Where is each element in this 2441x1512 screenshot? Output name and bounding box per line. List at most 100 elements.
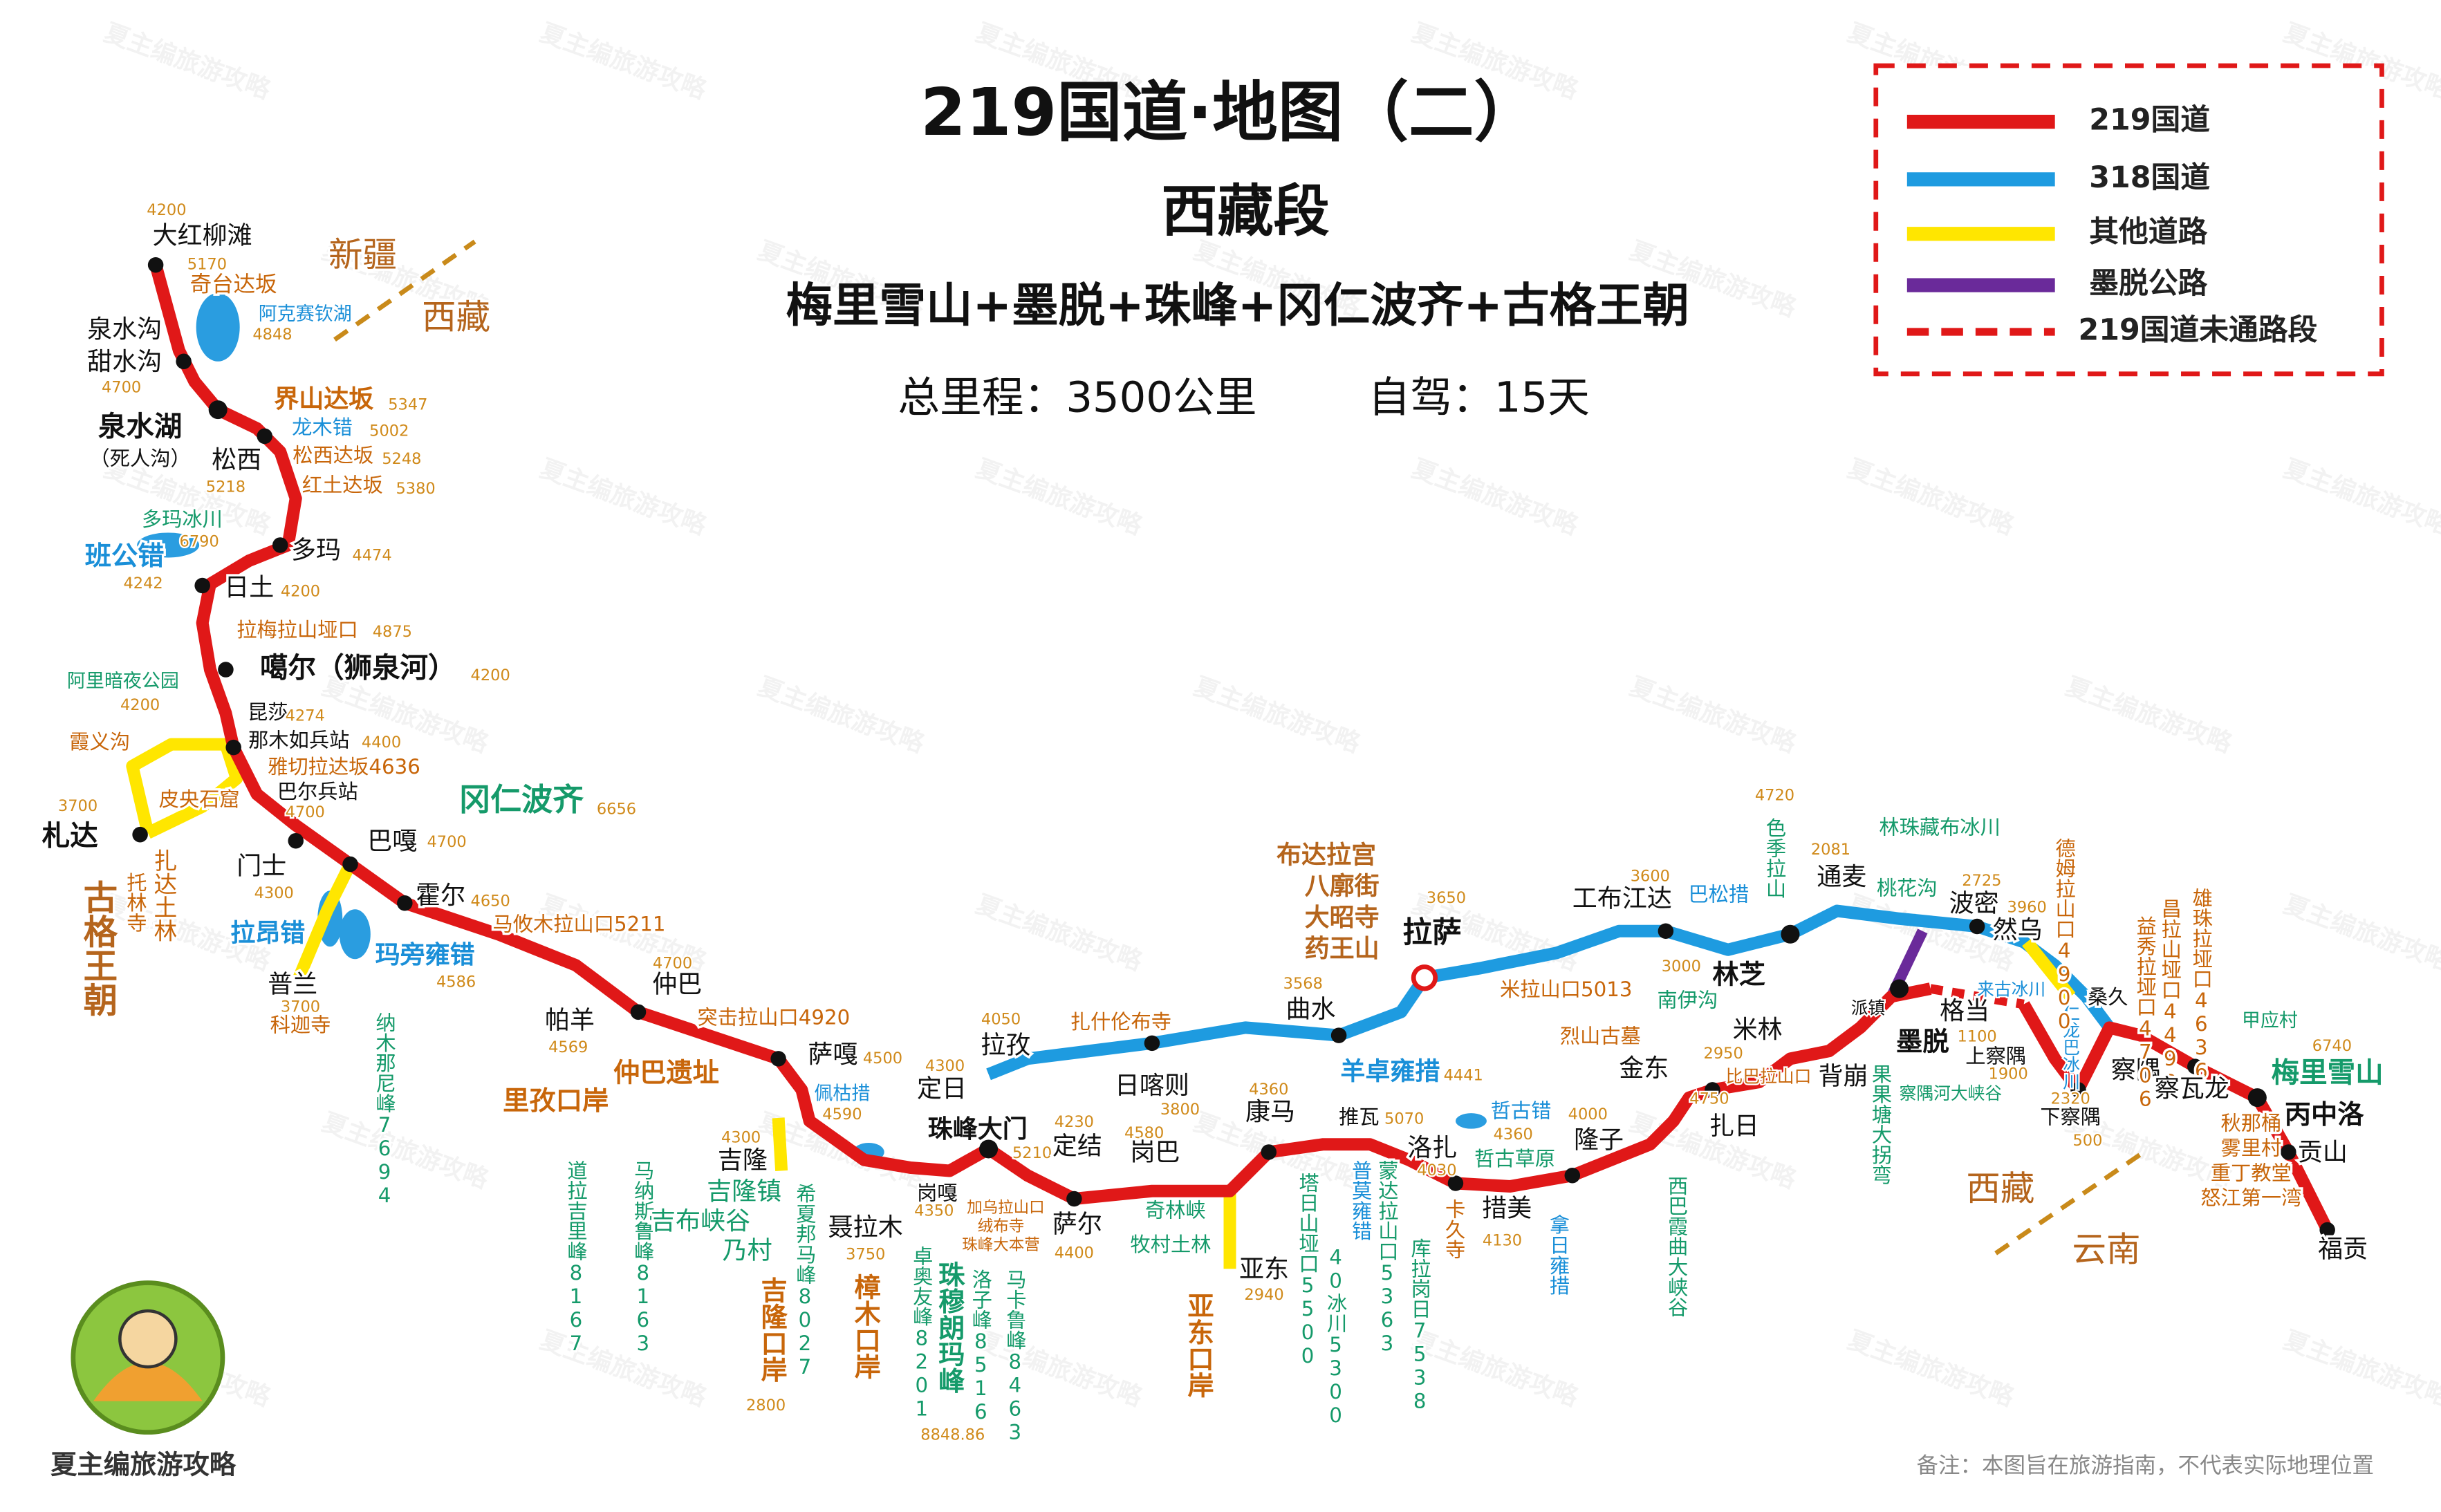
place-label: 4300 xyxy=(721,1129,761,1147)
route-219 xyxy=(149,263,1932,1205)
place-label: 珠穆朗玛峰 xyxy=(934,1261,965,1394)
place-label: 佩枯措 xyxy=(814,1083,870,1105)
place-label: 奇林峡 xyxy=(1145,1198,1206,1222)
dot xyxy=(2281,1144,2296,1160)
place-label: 3000 xyxy=(1662,958,1701,976)
place-label: 4360 xyxy=(1249,1081,1288,1099)
place-label: 道拉吉里峰8167 xyxy=(564,1159,588,1355)
watermark: 夏主编旅游攻略 xyxy=(2280,1326,2441,1412)
place-label: 益秀拉垭口4706 xyxy=(2133,915,2157,1111)
place-label: 西藏 xyxy=(1966,1168,2034,1208)
border xyxy=(1994,1147,2150,1256)
place-label: 比巴拉山口 xyxy=(1726,1066,1812,1086)
place-label: 加乌拉山口 xyxy=(967,1199,1045,1217)
place-label: 昌拉山垭口4498 xyxy=(2158,898,2182,1093)
watermark: 夏主编旅游攻略 xyxy=(2280,890,2441,976)
dot xyxy=(1261,1144,1277,1160)
place-label: 雄珠拉垭口4636 xyxy=(2189,887,2213,1083)
road xyxy=(772,1117,788,1171)
place-label: 红土达坂 xyxy=(302,473,383,496)
legend: 219国道 318国道 其他道路 墨脱公路 219国道未通路段 xyxy=(1873,63,2384,377)
place-label: 4586 xyxy=(436,973,476,991)
place-label: 曲水 xyxy=(1286,996,1336,1024)
place-label: 烈山古墓 xyxy=(1560,1024,1641,1047)
place-label: 格当 xyxy=(1940,997,1989,1025)
place-label: 3800 xyxy=(1160,1101,1200,1119)
place-label: 古格王朝 xyxy=(78,879,118,1017)
watermark: 夏主编旅游攻略 xyxy=(100,19,275,105)
place-label: 拉昂错 xyxy=(230,919,305,947)
place-label: 昆莎 xyxy=(248,700,288,724)
place-label: 马攸木拉山口5211 xyxy=(492,912,665,935)
legend-label: 219国道 xyxy=(2089,103,2210,138)
dot xyxy=(272,537,288,553)
logo-face xyxy=(118,1309,178,1369)
place-label: 8848.86 xyxy=(920,1426,985,1444)
dot xyxy=(225,739,241,756)
place-label: 布达拉宫 xyxy=(1277,841,1376,870)
place-label: 工布江达 xyxy=(1572,885,1672,913)
place-label: 吉隆镇 xyxy=(707,1177,781,1206)
dot xyxy=(1330,1027,1347,1043)
place-label: 2725 xyxy=(1962,872,2001,890)
place-label: 羊卓雍措 xyxy=(1340,1058,1440,1086)
dot xyxy=(2247,1088,2267,1108)
place-label: 岗嘎 xyxy=(917,1182,958,1205)
dot xyxy=(770,1051,786,1067)
place-label: 库拉岗日7538 xyxy=(1408,1238,1431,1412)
place-label: 2320 xyxy=(2051,1090,2090,1108)
place-label: 怒江第一湾 xyxy=(2200,1186,2301,1209)
place-label: 贡山 xyxy=(2298,1139,2348,1167)
dot xyxy=(194,577,210,594)
other-roads xyxy=(126,738,2076,1269)
place-label: 托林寺 xyxy=(124,872,147,933)
place-label: 3600 xyxy=(1631,867,1670,885)
place-label: 德姆拉山口4900 xyxy=(2052,837,2076,1033)
place-label: 察隅 xyxy=(2111,1056,2161,1084)
place-label: 5380 xyxy=(396,480,435,498)
dot xyxy=(176,353,192,370)
logo xyxy=(71,1280,225,1435)
place-label: 雾里村 xyxy=(2220,1136,2281,1159)
place-label: 梅里雪山 xyxy=(2272,1056,2384,1089)
place-label: 突击拉山口4920 xyxy=(698,1005,851,1029)
place-label: 4300 xyxy=(925,1057,965,1075)
place-label: 甲应村 xyxy=(2242,1010,2298,1032)
place-label: 上察隅 xyxy=(1965,1045,2026,1068)
place-label: 吉布峡谷 xyxy=(651,1207,750,1235)
dot xyxy=(1447,1175,1464,1191)
place-label: 聂拉木 xyxy=(828,1213,903,1242)
place-label: 定结 xyxy=(1052,1132,1102,1161)
place-label: 然乌 xyxy=(1993,916,2043,944)
place-label: 4700 xyxy=(653,955,692,973)
road xyxy=(126,738,243,839)
place-label: 吉隆口岸 xyxy=(757,1276,788,1383)
place-label: 纳木那尼峰7694 xyxy=(373,1012,396,1208)
place-label: 松西 xyxy=(212,446,261,474)
place-label: 乃村 xyxy=(723,1237,772,1265)
place-label: 泉水湖 xyxy=(98,410,183,443)
place-label: 岗巴 xyxy=(1130,1139,1180,1167)
place-label: 2940 xyxy=(1244,1286,1283,1304)
place-label: 札达 xyxy=(42,819,99,852)
place-label: 1900 xyxy=(1989,1065,2028,1083)
place-label: 米拉山口5013 xyxy=(1500,978,1632,1001)
place-label: 巴嘎 xyxy=(367,827,417,855)
place-label: 4200 xyxy=(120,696,160,714)
place-label: 3700 xyxy=(281,998,320,1016)
place-label: 拉萨 xyxy=(1402,915,1462,950)
place-label: 4130 xyxy=(1483,1231,1522,1249)
place-label: 4700 xyxy=(102,379,141,397)
place-label: 5070 xyxy=(1384,1110,1424,1128)
region: 西藏段 xyxy=(1161,180,1329,245)
place-label: 界山达坂 xyxy=(274,385,373,413)
place-label: 里孜口岸 xyxy=(503,1085,609,1117)
place-label: 4230 xyxy=(1055,1113,1094,1131)
place-label: 扎什伦布寺 xyxy=(1070,1010,1171,1034)
place-label: 金东 xyxy=(1619,1054,1669,1083)
place-label: 4300 xyxy=(254,884,294,902)
place-label: 卓奥友峰8201 xyxy=(910,1245,934,1420)
place-label: 南伊沟 xyxy=(1658,989,1718,1012)
